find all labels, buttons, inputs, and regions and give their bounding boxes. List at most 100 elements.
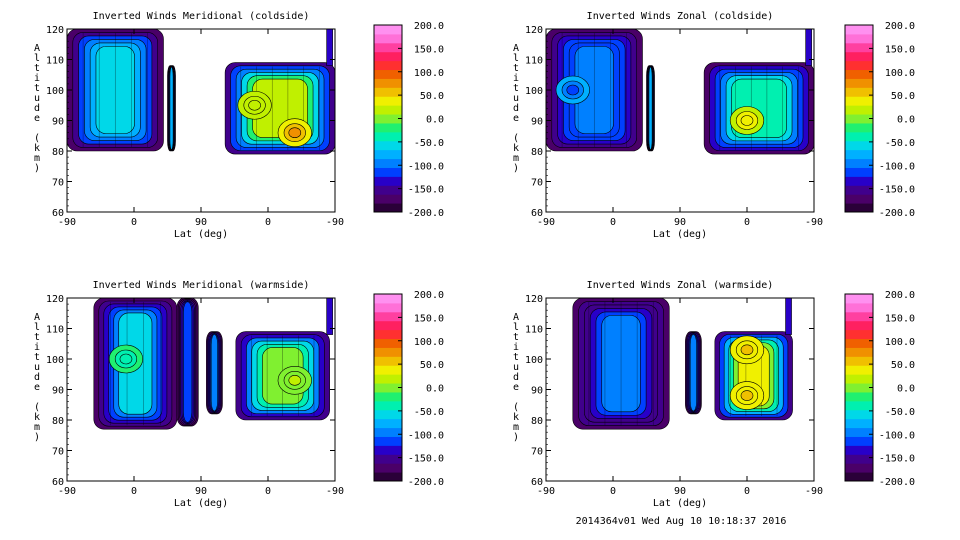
chart-panel-1: Inverted Winds Meridional (coldside) 60 70… <box>34 11 444 240</box>
colorbar-label: 0.0 <box>426 384 444 395</box>
colorbar: 200.0 150.0 100.0 50.0 0.0 -50.0 -100.0 -150.0 -… <box>844 21 915 219</box>
colorbar-label: 50.0 <box>420 91 444 102</box>
colorbar-label: -150.0 <box>879 454 915 465</box>
colorbar-swatch <box>845 356 873 366</box>
colorbar-label: -200.0 <box>879 208 915 219</box>
y-tick-label: 70 <box>531 178 543 189</box>
colorbar-label: -50.0 <box>414 407 444 418</box>
x-tick-label: 0 <box>265 486 271 497</box>
colorbar-swatch <box>845 51 873 62</box>
y-tick-label: 80 <box>531 416 543 427</box>
colorbar-swatch <box>374 391 402 402</box>
colorbar-swatch <box>845 114 873 124</box>
colorbar-label: 0.0 <box>426 115 444 126</box>
colorbar: 200.0 150.0 100.0 50.0 0.0 -50.0 -100.0 -150.0 -… <box>373 21 444 219</box>
contour-hotspot <box>740 344 754 356</box>
colorbar-label: 100.0 <box>885 337 915 348</box>
colorbar-swatch <box>845 131 873 142</box>
colorbar-label: -200.0 <box>408 208 444 219</box>
contour-hotspot <box>740 115 754 126</box>
colorbar-swatch <box>374 338 402 348</box>
colorbar-swatch <box>374 409 402 420</box>
x-tick-label: -90 <box>58 217 76 228</box>
x-tick-label: 90 <box>674 217 686 228</box>
colorbar-label: 150.0 <box>414 313 444 324</box>
x-tick-label: 90 <box>195 217 207 228</box>
colorbar-swatch <box>845 149 873 160</box>
colorbar-swatch <box>374 114 402 124</box>
x-tick-label: 0 <box>265 217 271 228</box>
contour-spike <box>785 298 792 335</box>
y-tick-label: 70 <box>52 178 64 189</box>
colorbar-swatch <box>845 302 873 313</box>
contour-hotspot <box>740 390 754 401</box>
contour-band-3 <box>703 62 814 155</box>
colorbar-swatch <box>374 96 402 106</box>
colorbar-label: 100.0 <box>414 337 444 348</box>
y-tick-label: 120 <box>525 294 543 305</box>
colorbar-swatch <box>374 400 402 411</box>
colorbar-swatch <box>845 427 873 437</box>
colorbar-swatch <box>374 374 402 384</box>
y-tick-label: 100 <box>525 355 543 366</box>
x-tick-label: -90 <box>58 486 76 497</box>
contour-band-2 <box>176 298 199 427</box>
y-tick-label: 60 <box>52 477 64 488</box>
contour-hotspot <box>288 127 302 138</box>
x-tick-label: -90 <box>537 217 555 228</box>
contour-level <box>689 334 697 412</box>
colorbar-swatch <box>845 140 873 151</box>
colorbar-swatch <box>374 356 402 366</box>
colorbar-swatch <box>374 365 402 375</box>
y-tick-label: 90 <box>531 386 543 397</box>
colorbar-swatch <box>374 472 402 482</box>
colorbar-swatch <box>845 374 873 384</box>
chart-title: Inverted Winds Zonal (warmside) <box>587 280 774 291</box>
x-tick-label: 0 <box>744 217 750 228</box>
x-tick-label: 0 <box>131 217 137 228</box>
colorbar-swatch <box>374 320 402 331</box>
colorbar-label: -50.0 <box>414 138 444 149</box>
y-tick-label: 60 <box>52 208 64 219</box>
colorbar-swatch <box>845 454 873 464</box>
colorbar-swatch <box>374 194 402 204</box>
contour-field <box>572 298 793 430</box>
contour-band-2 <box>646 65 655 152</box>
y-tick-label: 70 <box>52 447 64 458</box>
contour-level <box>648 66 653 150</box>
colorbar-swatch <box>845 365 873 375</box>
contour-band-1 <box>67 29 164 152</box>
colorbar-swatch <box>374 140 402 151</box>
colorbar-label: 200.0 <box>885 290 915 301</box>
colorbar-swatch <box>845 418 873 429</box>
contour-band-1 <box>546 29 643 152</box>
colorbar-swatch <box>374 176 402 186</box>
colorbar-swatch <box>374 418 402 429</box>
colorbar-label: -150.0 <box>879 185 915 196</box>
colorbar-label: -200.0 <box>879 477 915 488</box>
colorbar-swatch <box>374 149 402 160</box>
colorbar-label: 200.0 <box>414 21 444 32</box>
colorbar-swatch <box>845 383 873 393</box>
y-tick-label: 80 <box>52 147 64 158</box>
colorbar-swatch <box>845 87 873 97</box>
y-tick-label: 90 <box>52 386 64 397</box>
y-tick-label: 70 <box>531 447 543 458</box>
colorbar-swatch <box>374 463 402 473</box>
y-tick-label: 100 <box>46 86 64 97</box>
colorbar-label: 150.0 <box>885 313 915 324</box>
colorbar-label: 50.0 <box>891 360 915 371</box>
colorbar-label: 0.0 <box>897 115 915 126</box>
x-tick-label: -90 <box>805 486 823 497</box>
x-axis-label: Lat (deg) <box>174 498 228 509</box>
colorbar-swatch <box>845 33 873 44</box>
colorbar-swatch <box>374 131 402 142</box>
x-axis-label: Lat (deg) <box>653 229 707 240</box>
x-tick-label: -90 <box>805 217 823 228</box>
colorbar-swatch <box>845 60 873 71</box>
contour-band-3 <box>206 331 223 415</box>
colorbar-label: -100.0 <box>879 161 915 172</box>
colorbar-swatch <box>374 105 402 115</box>
y-tick-label: 120 <box>525 25 543 36</box>
